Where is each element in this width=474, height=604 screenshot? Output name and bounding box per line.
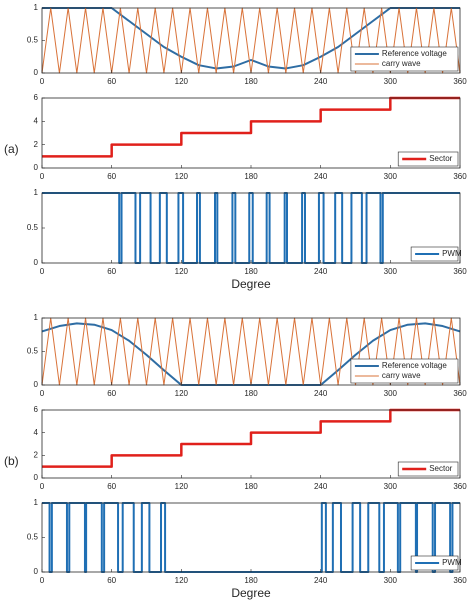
- x-tick-label: 0: [40, 389, 45, 398]
- y-tick-label: 0.5: [27, 347, 39, 356]
- x-tick-label: 120: [175, 77, 189, 86]
- series-line: [42, 96, 460, 158]
- x-tick-label: 0: [40, 77, 45, 86]
- x-tick-label: 60: [107, 389, 116, 398]
- x-tick-label: 360: [453, 172, 467, 181]
- y-tick-label: 0: [34, 473, 39, 482]
- x-tick-label: 0: [40, 172, 45, 181]
- y-tick-label: 0.5: [27, 36, 39, 45]
- legend-box: [397, 151, 459, 167]
- y-tick-label: 0: [34, 68, 39, 77]
- x-tick-label: 0: [40, 576, 45, 585]
- x-tick-label: 360: [453, 267, 467, 276]
- x-tick-label: 300: [384, 267, 398, 276]
- x-tick-label: 180: [244, 77, 258, 86]
- legend-label: carry wave: [382, 59, 421, 68]
- y-tick-label: 0.5: [27, 533, 39, 542]
- x-tick-label: 180: [244, 389, 258, 398]
- x-tick-label: 240: [314, 267, 328, 276]
- y-tick-label: 1: [34, 188, 39, 197]
- x-tick-label: 60: [107, 77, 116, 86]
- x-tick-label: 360: [453, 77, 467, 86]
- x-tick-label: 120: [175, 172, 189, 181]
- x-tick-label: 360: [453, 389, 467, 398]
- x-tick-label: 360: [453, 576, 467, 585]
- y-tick-label: 6: [34, 93, 39, 102]
- x-tick-label: 360: [453, 482, 467, 491]
- x-tick-label: 120: [175, 267, 189, 276]
- x-tick-label: 300: [384, 77, 398, 86]
- y-tick-label: 6: [34, 405, 39, 414]
- x-axis-label: Degree: [231, 277, 271, 291]
- x-axis-label: Degree: [231, 586, 271, 600]
- x-tick-label: 60: [107, 576, 116, 585]
- x-tick-label: 120: [175, 389, 189, 398]
- legend-box: [350, 46, 459, 72]
- x-tick-label: 300: [384, 172, 398, 181]
- x-tick-label: 60: [107, 482, 116, 491]
- legend-label: Sector: [429, 154, 452, 163]
- x-tick-label: 240: [314, 576, 328, 585]
- legend-label: carry wave: [382, 371, 421, 380]
- y-tick-label: 0: [34, 163, 39, 172]
- y-tick-label: 0.5: [27, 223, 39, 232]
- x-tick-label: 120: [175, 576, 189, 585]
- x-tick-label: 180: [244, 576, 258, 585]
- panel-label: (b): [4, 454, 19, 468]
- x-tick-label: 240: [314, 482, 328, 491]
- legend-box: [350, 358, 459, 384]
- y-tick-label: 2: [34, 140, 39, 149]
- legend-label: PWM: [442, 249, 462, 258]
- x-tick-label: 240: [314, 172, 328, 181]
- x-tick-label: 300: [384, 576, 398, 585]
- x-tick-label: 180: [244, 482, 258, 491]
- plot-area: [42, 193, 460, 263]
- x-tick-label: 300: [384, 482, 398, 491]
- y-tick-label: 1: [34, 3, 39, 12]
- x-tick-label: 180: [244, 267, 258, 276]
- y-tick-label: 0: [34, 258, 39, 267]
- x-tick-label: 240: [314, 389, 328, 398]
- x-tick-label: 240: [314, 77, 328, 86]
- panel-label: (a): [4, 142, 19, 156]
- series-line: [42, 408, 460, 468]
- x-tick-label: 0: [40, 267, 45, 276]
- y-tick-label: 0: [34, 567, 39, 576]
- x-tick-label: 60: [107, 267, 116, 276]
- legend-label: Reference voltage: [382, 49, 447, 58]
- legend-label: PWM: [442, 558, 462, 567]
- y-tick-label: 1: [34, 498, 39, 507]
- plot-area: [42, 503, 460, 572]
- legend-label: Sector: [429, 464, 452, 473]
- legend-label: Reference voltage: [382, 361, 447, 370]
- x-tick-label: 300: [384, 389, 398, 398]
- y-tick-label: 1: [34, 313, 39, 322]
- x-tick-label: 60: [107, 172, 116, 181]
- y-tick-label: 2: [34, 450, 39, 459]
- y-tick-label: 4: [34, 116, 39, 125]
- x-tick-label: 180: [244, 172, 258, 181]
- x-tick-label: 120: [175, 482, 189, 491]
- x-tick-label: 0: [40, 482, 45, 491]
- y-tick-label: 0: [34, 380, 39, 389]
- y-tick-label: 4: [34, 428, 39, 437]
- legend-box: [397, 461, 459, 477]
